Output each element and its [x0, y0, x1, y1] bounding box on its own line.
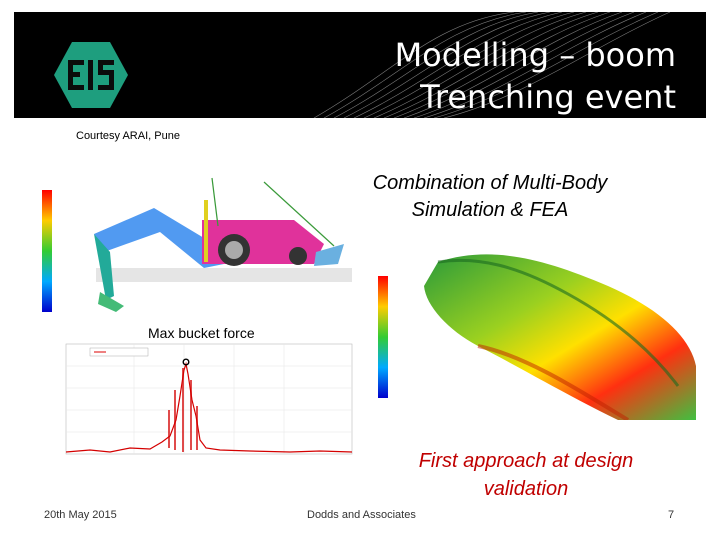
courtesy-caption: Courtesy ARAI, Pune — [76, 130, 180, 142]
approach-line-1: First approach at design — [418, 450, 634, 472]
title-banner: Modelling – boom Trenching event — [14, 12, 706, 118]
fea-stress-contour-image — [368, 246, 696, 420]
combination-line-1: Combination of Multi-Body — [372, 172, 608, 194]
design-validation-caption: First approach at design validation — [390, 447, 662, 503]
bucket-force-plot — [65, 343, 353, 455]
max-bucket-force-label: Max bucket force — [146, 325, 257, 341]
color-scale-bar — [42, 190, 52, 312]
max-force-marker — [182, 358, 190, 366]
eis-logo — [54, 42, 128, 108]
multibody-simulation-image — [34, 160, 352, 320]
page-number: 7 — [668, 509, 675, 521]
footer-date: 20th May 2015 — [44, 509, 117, 521]
wave-decoration — [313, 12, 671, 118]
footer-organization: Dodds and Associates — [307, 509, 416, 521]
slide-title: Modelling – boom Trenching event — [395, 34, 676, 118]
combination-line-2: Simulation & FEA — [411, 199, 569, 221]
title-line-1: Modelling – boom — [394, 36, 676, 74]
approach-line-2: validation — [483, 478, 569, 500]
color-scale-bar — [378, 276, 388, 398]
combination-caption: Combination of Multi-Body Simulation & F… — [340, 170, 640, 224]
title-line-2: Trenching event — [420, 78, 676, 116]
